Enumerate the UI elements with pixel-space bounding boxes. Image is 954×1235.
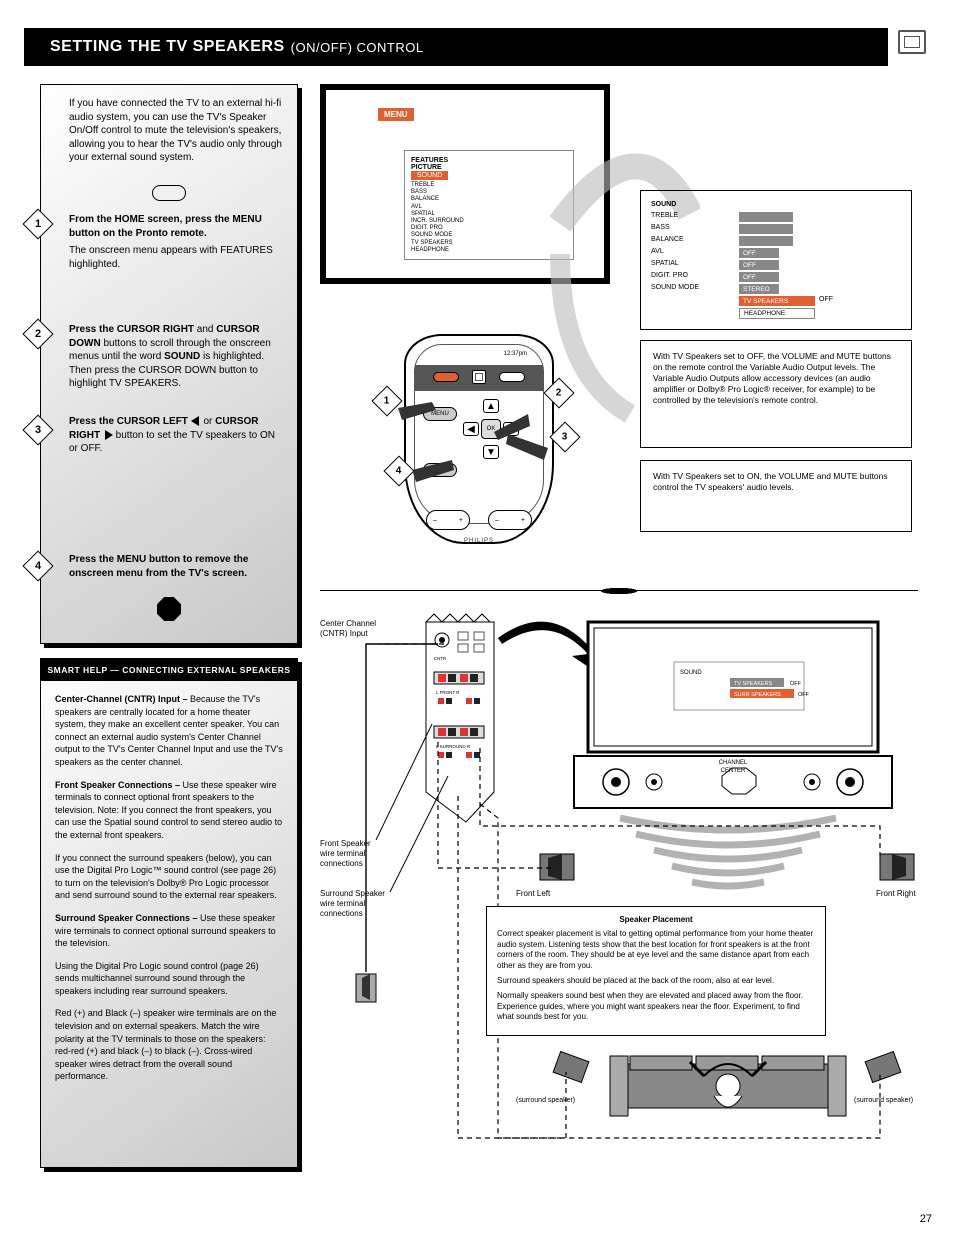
osd-sound: SOUND (411, 171, 448, 180)
sh-p1-head: Center-Channel (CNTR) Input – (55, 694, 188, 704)
sh-p3-head: Surround Speaker Connections – (55, 913, 198, 923)
section-subtitle: (ON/OFF) CONTROL (291, 40, 424, 55)
tv-osd: FEATURES PICTURE SOUND TREBLEBASSBALANCE… (404, 150, 574, 260)
menu-button-graphic (152, 185, 186, 201)
step1-sub: The onscreen menu appears with FEATURES … (69, 244, 277, 271)
sh-p1: Because the TV's speakers are centrally … (55, 694, 283, 767)
svg-text:L FRONT R: L FRONT R (436, 690, 460, 695)
hands (378, 330, 578, 570)
placement-note: Speaker Placement Correct speaker placem… (486, 906, 826, 1036)
svg-text:SOUND: SOUND (680, 670, 702, 676)
tv-icon (898, 30, 926, 54)
cursor-right-icon (105, 430, 113, 440)
info-off: With TV Speakers set to OFF, the VOLUME … (640, 340, 912, 448)
step3-tail: button to set the TV speakers to ON or O… (69, 430, 275, 455)
placement-1: Correct speaker placement is vital to ge… (497, 929, 815, 972)
step3-head: Press the CURSOR LEFT (69, 416, 188, 427)
stop-icon (157, 597, 181, 621)
section-title: SETTING THE TV SPEAKERS (50, 38, 285, 56)
cursor-left-icon (191, 416, 199, 426)
page-number: 27 (920, 1213, 932, 1225)
svg-text:CHANNEL: CHANNEL (719, 760, 748, 766)
sh-p2-head: Front Speaker Connections – (55, 780, 180, 790)
step2-highlight: SOUND (164, 351, 200, 362)
placement-3: Normally speakers sound best when they a… (497, 991, 815, 1023)
zoom-osd: SOUND TREBLEBASSBALANCEAVLOFFSPATIALOFFD… (640, 190, 912, 330)
step-2-diamond: 2 (22, 318, 53, 349)
step2-head: Press the CURSOR RIGHT (69, 324, 194, 335)
placement-title: Speaker Placement (497, 915, 815, 926)
label-cntr: Center Channel (320, 619, 376, 628)
svg-text:(CNTR) Input: (CNTR) Input (320, 629, 368, 638)
svg-text:wire terminal: wire terminal (320, 899, 366, 908)
svg-text:OFF: OFF (798, 692, 810, 698)
zoom-header: SOUND (651, 201, 901, 208)
section-header: SETTING THE TV SPEAKERS (ON/OFF) CONTROL (24, 28, 888, 66)
step-3-diamond: 3 (22, 414, 53, 445)
svg-text:Surround Speaker: Surround Speaker (320, 889, 385, 898)
svg-text:TV SPEAKERS: TV SPEAKERS (734, 681, 773, 687)
svg-text:connections: connections (320, 909, 363, 918)
intro-text: If you have connected the TV to an exter… (69, 97, 289, 165)
svg-text:OFF: OFF (790, 681, 802, 687)
step4-head: Press the MENU button to remove the onsc… (69, 554, 248, 579)
svg-text:Front Right: Front Right (876, 889, 916, 898)
smart-help-panel: SMART HELP — CONNECTING EXTERNAL SPEAKER… (40, 658, 298, 1168)
remote-diagram: 12:37pm MENU STATUS ▲ ▼ ◀ ▶ OK –+ (378, 330, 578, 570)
steps-panel: If you have connected the TV to an exter… (40, 84, 298, 644)
svg-text:L SURROUND R: L SURROUND R (436, 744, 471, 749)
speaker-diagram: CNTR L FRONT R L SURROUND R (320, 608, 920, 1168)
step1-head: From the HOME screen, press the MENU but… (69, 214, 262, 239)
step-4-diamond: 4 (22, 550, 53, 581)
svg-text:wire terminal: wire terminal (320, 849, 366, 858)
svg-text:Front Left: Front Left (516, 889, 551, 898)
svg-text:connections: connections (320, 859, 363, 868)
step-1-diamond: 1 (22, 208, 53, 239)
divider (320, 586, 918, 596)
menu-tag: MENU (378, 108, 414, 121)
svg-text:(surround speaker): (surround speaker) (854, 1097, 913, 1104)
svg-text:CNTR: CNTR (434, 656, 447, 661)
svg-text:SURR SPEAKERS: SURR SPEAKERS (734, 692, 781, 698)
svg-text:Front Speaker: Front Speaker (320, 839, 371, 848)
svg-text:CENTER: CENTER (721, 768, 746, 774)
smart-help-title: SMART HELP — CONNECTING EXTERNAL SPEAKER… (41, 659, 297, 681)
info-on: With TV Speakers set to ON, the VOLUME a… (640, 460, 912, 532)
placement-2: Surround speakers should be placed at th… (497, 976, 815, 987)
